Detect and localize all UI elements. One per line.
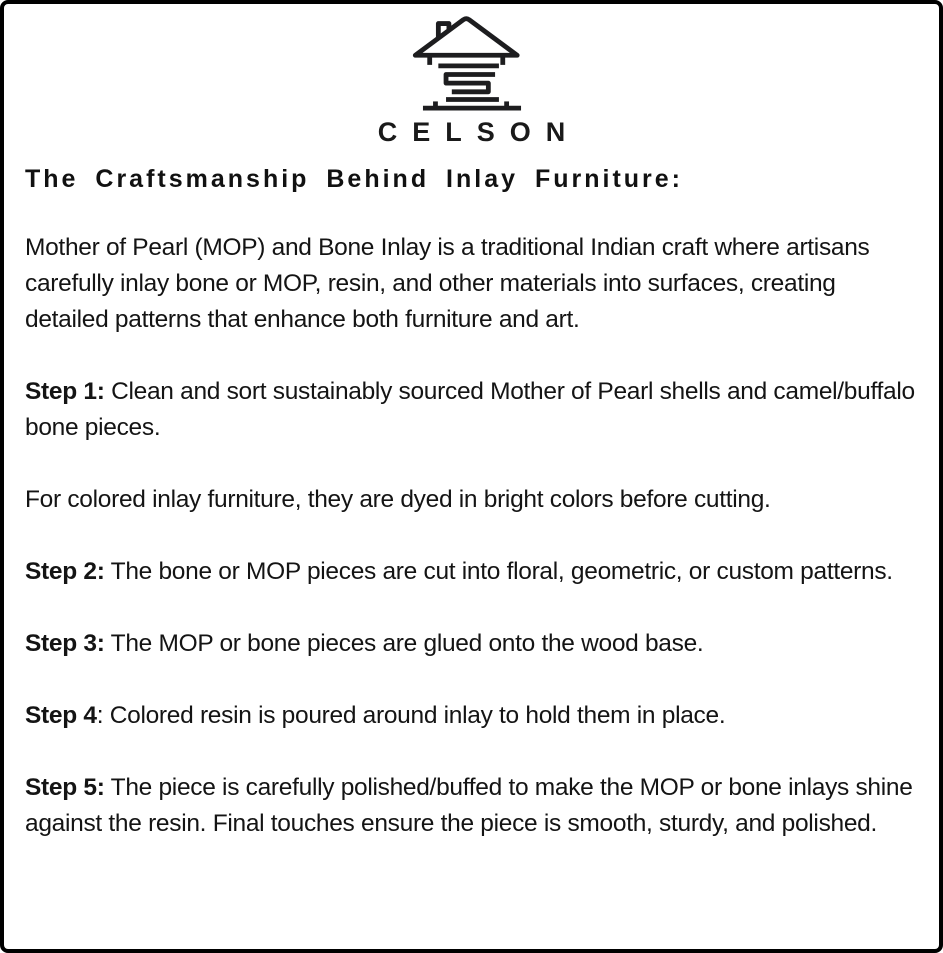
paragraph: Step 5: The piece is carefully polished/…	[25, 770, 919, 842]
paragraph: For colored inlay furniture, they are dy…	[25, 482, 919, 518]
paragraph-text: The piece is carefully polished/buffed t…	[25, 774, 913, 837]
paragraph-text: : Colored resin is poured around inlay t…	[96, 702, 726, 729]
paragraph: Step 4: Colored resin is poured around i…	[25, 698, 919, 734]
paragraph-text: For colored inlay furniture, they are dy…	[25, 486, 771, 513]
paragraph: Step 1: Clean and sort sustainably sourc…	[25, 374, 919, 446]
step-label: Step 1:	[25, 378, 105, 405]
paragraph: Mother of Pearl (MOP) and Bone Inlay is …	[25, 230, 919, 338]
paragraph-text: Mother of Pearl (MOP) and Bone Inlay is …	[25, 234, 870, 333]
step-label: Step 4	[25, 702, 97, 729]
body-text: Mother of Pearl (MOP) and Bone Inlay is …	[24, 230, 919, 842]
celson-house-s-monogram-icon	[412, 16, 521, 111]
step-label: Step 3:	[25, 630, 105, 657]
brand-header: CELSON	[24, 12, 919, 148]
page-title: The Craftsmanship Behind Inlay Furniture…	[25, 165, 683, 193]
paragraph: Step 2: The bone or MOP pieces are cut i…	[25, 554, 919, 590]
step-label: Step 5:	[25, 774, 105, 801]
paragraph-text: The bone or MOP pieces are cut into flor…	[104, 558, 893, 585]
step-label: Step 2:	[25, 558, 105, 585]
brand-wordmark: CELSON	[377, 117, 581, 147]
paragraph: Step 3: The MOP or bone pieces are glued…	[25, 626, 919, 662]
paragraph-text: The MOP or bone pieces are glued onto th…	[104, 630, 704, 657]
paragraph-text: Clean and sort sustainably sourced Mothe…	[25, 378, 915, 441]
